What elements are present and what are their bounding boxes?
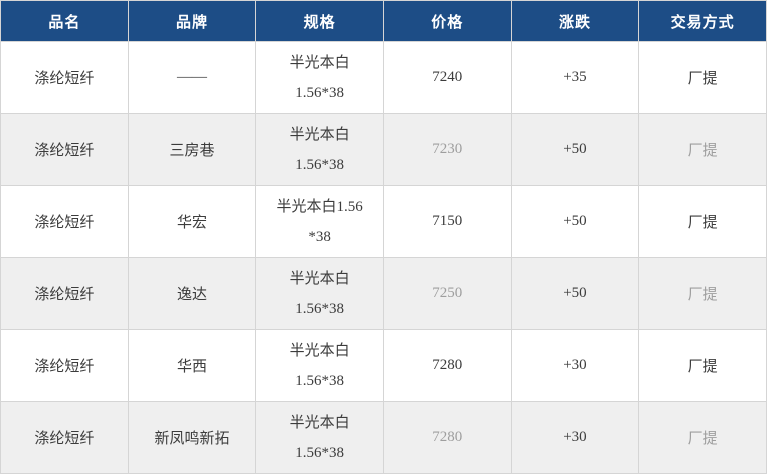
- table-row: 涤纶短纤 新凤鸣新拓 半光本白 1.56*38 7280 +30 厂提: [0, 401, 767, 474]
- column-header-name: 品名: [0, 0, 129, 42]
- cell-trade: 厂提: [638, 257, 767, 330]
- column-header-price: 价格: [382, 0, 512, 42]
- table-row: 涤纶短纤 华西 半光本白 1.56*38 7280 +30 厂提: [0, 329, 767, 402]
- cell-brand: 三房巷: [127, 113, 257, 186]
- cell-brand: 逸达: [127, 257, 257, 330]
- cell-trade: 厂提: [638, 185, 767, 258]
- cell-trade: 厂提: [638, 41, 767, 114]
- spec-line: 半光本白: [289, 54, 350, 71]
- spec-line: 半光本白: [289, 414, 350, 431]
- table-row: 涤纶短纤 —— 半光本白 1.56*38 7240 +35 厂提: [0, 41, 767, 114]
- spec-line: 1.56*38: [295, 300, 345, 317]
- spec-line: 1.56*38: [295, 372, 345, 389]
- spec-line: *38: [308, 228, 331, 245]
- cell-price: 7150: [382, 185, 512, 258]
- price-table-header: 品名 品牌 规格 价格 涨跌 交易方式: [0, 0, 767, 42]
- cell-price: 7240: [382, 41, 512, 114]
- cell-trade: 厂提: [638, 401, 767, 474]
- spec-line: 半光本白: [289, 342, 350, 359]
- column-header-trade: 交易方式: [638, 0, 767, 42]
- cell-price: 7230: [382, 113, 512, 186]
- cell-name: 涤纶短纤: [0, 257, 129, 330]
- cell-name: 涤纶短纤: [0, 329, 129, 402]
- cell-spec: 半光本白1.56 *38: [255, 185, 384, 258]
- spec-line: 半光本白: [289, 270, 350, 287]
- cell-name: 涤纶短纤: [0, 113, 129, 186]
- cell-brand: 华西: [127, 329, 257, 402]
- table-row: 涤纶短纤 华宏 半光本白1.56 *38 7150 +50 厂提: [0, 185, 767, 258]
- spec-line: 半光本白: [289, 126, 350, 143]
- cell-name: 涤纶短纤: [0, 401, 129, 474]
- cell-change: +30: [510, 401, 640, 474]
- table-row: 涤纶短纤 三房巷 半光本白 1.56*38 7230 +50 厂提: [0, 113, 767, 186]
- cell-change: +50: [510, 113, 640, 186]
- cell-change: +50: [510, 257, 640, 330]
- cell-trade: 厂提: [638, 329, 767, 402]
- cell-price: 7280: [382, 401, 512, 474]
- cell-name: 涤纶短纤: [0, 185, 129, 258]
- spec-line: 1.56*38: [295, 444, 345, 461]
- spec-line: 1.56*38: [295, 156, 345, 173]
- cell-spec: 半光本白 1.56*38: [255, 41, 384, 114]
- cell-spec: 半光本白 1.56*38: [255, 113, 384, 186]
- spec-line: 1.56*38: [295, 84, 345, 101]
- cell-brand: 华宏: [127, 185, 257, 258]
- column-header-change: 涨跌: [510, 0, 640, 42]
- cell-price: 7280: [382, 329, 512, 402]
- cell-name: 涤纶短纤: [0, 41, 129, 114]
- cell-change: +35: [510, 41, 640, 114]
- cell-spec: 半光本白 1.56*38: [255, 257, 384, 330]
- header-row: 品名 品牌 规格 价格 涨跌 交易方式: [0, 0, 767, 42]
- cell-price: 7250: [382, 257, 512, 330]
- cell-change: +30: [510, 329, 640, 402]
- cell-spec: 半光本白 1.56*38: [255, 401, 384, 474]
- cell-brand: ——: [127, 41, 257, 114]
- cell-trade: 厂提: [638, 113, 767, 186]
- cell-change: +50: [510, 185, 640, 258]
- column-header-spec: 规格: [255, 0, 384, 42]
- spec-line: 半光本白1.56: [276, 198, 363, 215]
- cell-brand: 新凤鸣新拓: [127, 401, 257, 474]
- price-table-body: 涤纶短纤 —— 半光本白 1.56*38 7240 +35 厂提 涤纶短纤 三房巷 半光本白 1.5…: [0, 41, 767, 474]
- column-header-brand: 品牌: [127, 0, 257, 42]
- cell-spec: 半光本白 1.56*38: [255, 329, 384, 402]
- table-row: 涤纶短纤 逸达 半光本白 1.56*38 7250 +50 厂提: [0, 257, 767, 330]
